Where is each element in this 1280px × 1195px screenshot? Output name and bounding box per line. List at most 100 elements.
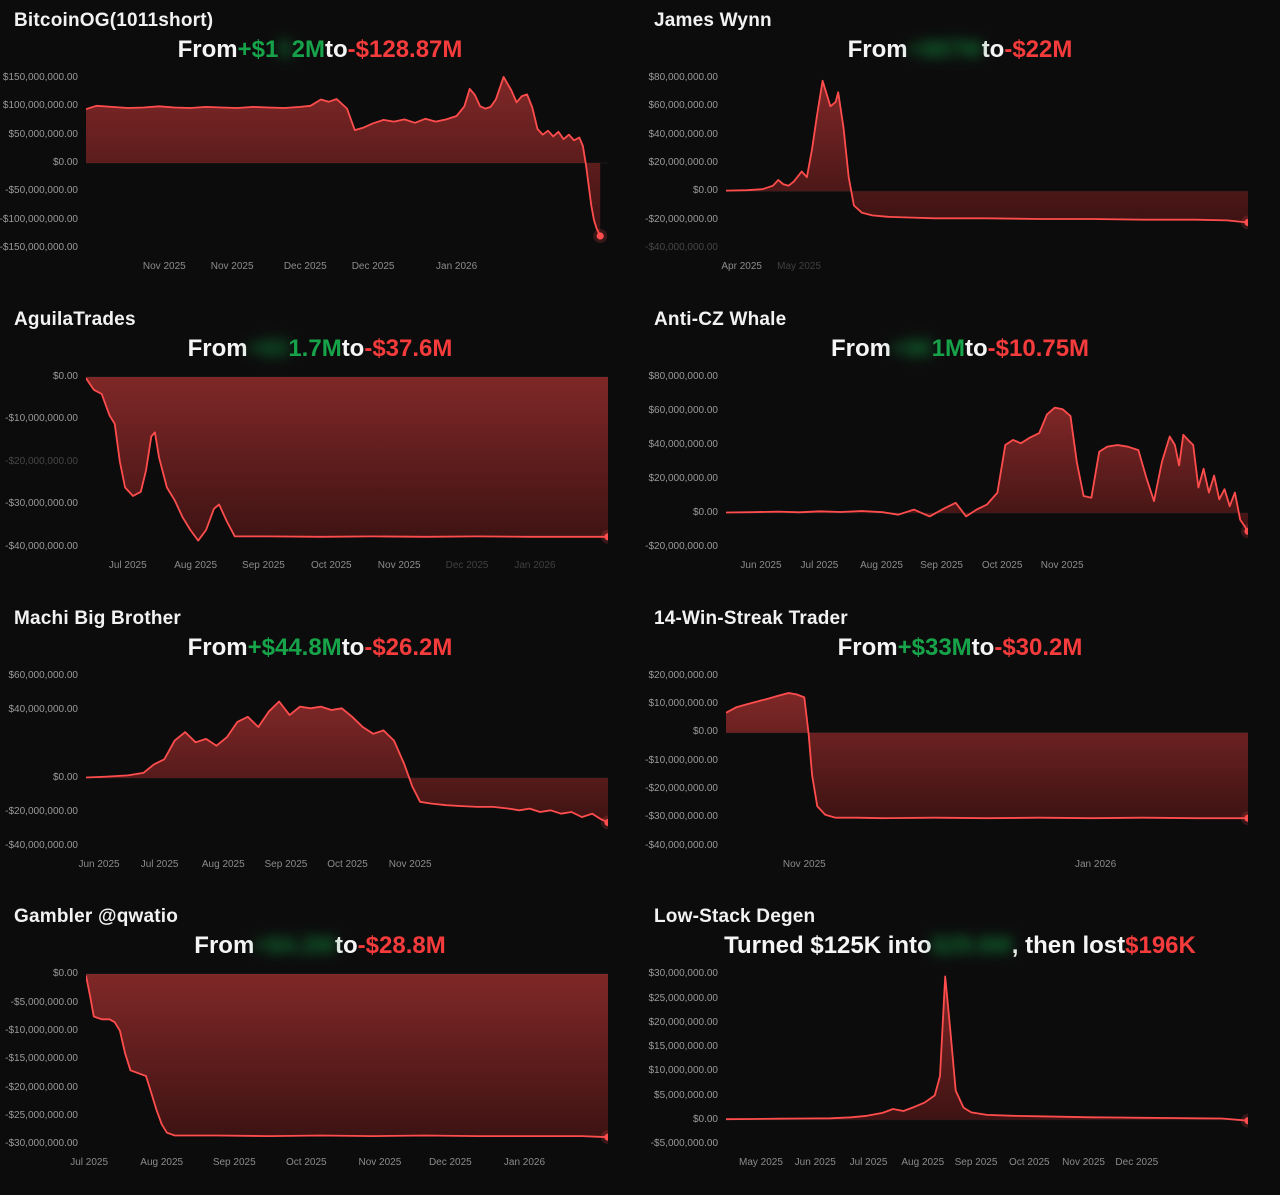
y-tick-label: $40,000,000.00 xyxy=(648,128,718,140)
pnl-headline: From +$61M to -$10.75M xyxy=(640,333,1280,367)
x-tick-label: Nov 2025 xyxy=(210,261,254,272)
x-tick-label: Aug 2025 xyxy=(901,1157,945,1169)
y-tick-label: -$20,000,000.00 xyxy=(645,782,718,794)
x-tick-label: Dec 2025 xyxy=(445,559,489,571)
y-tick-label: $0.00 xyxy=(692,185,718,197)
trader-name: James Wynn xyxy=(654,10,772,31)
headline-loss: -$128.87M xyxy=(347,36,463,63)
headline-plain: to xyxy=(325,36,348,63)
x-tick-label: Jul 2025 xyxy=(849,1157,888,1169)
y-tick-label: $0.00 xyxy=(52,771,78,783)
x-tick-label: Jul 2025 xyxy=(108,559,147,571)
headline-plain: to xyxy=(965,334,988,362)
panel-anti-cz-whale: Anti-CZ Whale From +$61M to -$10.75M $80… xyxy=(640,299,1280,598)
y-tick-label: $30,000,000.00 xyxy=(648,968,718,980)
headline-gain-redacted: +$4.2M xyxy=(254,932,335,960)
y-tick-label: -$150,000,000.00 xyxy=(0,242,78,253)
trader-name: 14-Win-Streak Trader xyxy=(654,607,848,629)
y-tick-label: $10,000,000.00 xyxy=(648,1065,718,1077)
headline-plain: to xyxy=(981,36,1005,63)
headline-loss: -$30.2M xyxy=(994,633,1083,661)
panel-gambler-qwatio: Gambler @qwatio From +$4.2M to -$28.8M $… xyxy=(0,896,640,1195)
headline-plain: From xyxy=(187,334,248,362)
x-tick-label: Jan 2026 xyxy=(1074,858,1117,870)
x-tick-label: Sep 2025 xyxy=(212,1157,256,1169)
x-tick-label: Dec 2025 xyxy=(428,1157,472,1169)
headline-plain: , then lost xyxy=(1011,932,1126,960)
pnl-headline: From +$31.7M to -$37.6M xyxy=(0,333,640,367)
x-tick-label: Oct 2025 xyxy=(327,858,368,870)
x-tick-label: Sep 2025 xyxy=(264,858,308,870)
headline-gain-redacted: $29.6M xyxy=(931,932,1012,960)
y-axis: $0.00 -$10,000,000.00 -$20,000,000.00 -$30,… xyxy=(0,371,86,555)
endpoint-dot xyxy=(604,532,608,541)
y-axis: $0.00 -$5,000,000.00 -$10,000,000.00 -$15,0… xyxy=(0,968,86,1152)
headline-loss: -$28.8M xyxy=(357,932,446,960)
plot-area xyxy=(726,670,1248,854)
pnl-area-fill xyxy=(86,974,608,1138)
y-tick-label: -$10,000,000.00 xyxy=(5,413,78,425)
pnl-area-chart xyxy=(86,376,608,544)
x-axis: Jul 2025 Aug 2025 Sep 2025 Oct 2025 Nov 2025… xyxy=(0,560,640,576)
y-tick-label: $20,000,000.00 xyxy=(648,669,718,681)
chart: $30,000,000.00 $25,000,000.00 $20,000,000.… xyxy=(640,968,1280,1152)
plot-area xyxy=(726,72,1248,256)
chart: $0.00 -$5,000,000.00 -$10,000,000.00 -$15,0… xyxy=(0,968,640,1152)
headline-plain: to xyxy=(335,932,358,960)
pnl-area-chart xyxy=(86,700,608,829)
headline-gain: +$44.8M xyxy=(247,633,342,661)
pnl-area-fill xyxy=(726,80,1248,223)
headline-gain: 1.7M xyxy=(288,334,342,362)
y-tick-label: $0.00 xyxy=(692,1113,718,1125)
headline-loss: $196K xyxy=(1125,932,1196,960)
pnl-line xyxy=(726,975,1248,1122)
pnl-line xyxy=(86,76,602,237)
headline-gain-redacted: +$87M xyxy=(907,36,982,63)
y-tick-label: $60,000,000.00 xyxy=(648,100,718,112)
y-tick-label: -$15,000,000.00 xyxy=(5,1053,78,1065)
pnl-line xyxy=(86,700,608,823)
pnl-area-fill xyxy=(86,701,608,822)
panel-james-wynn: James Wynn From +$87M to -$22M $80,000,0… xyxy=(640,0,1280,299)
pnl-headline: From +$152M to -$128.87M xyxy=(0,34,640,68)
y-tick-label: $60,000,000.00 xyxy=(648,404,718,416)
y-tick-label: $5,000,000.00 xyxy=(654,1089,718,1101)
headline-gain: +$1 xyxy=(237,36,279,63)
endpoint-dot xyxy=(1244,1117,1248,1125)
pnl-area-chart xyxy=(86,973,608,1145)
y-tick-label: $80,000,000.00 xyxy=(648,72,718,83)
panel-bitcoinog: BitcoinOG(1011short) From +$152M to -$12… xyxy=(0,0,640,299)
y-tick-label: $20,000,000.00 xyxy=(648,1016,718,1028)
headline-plain: Turned $125K into xyxy=(724,932,932,960)
y-axis: $20,000,000.00 $10,000,000.00 $0.00 -$10,00… xyxy=(640,670,726,854)
y-tick-label: -$40,000,000.00 xyxy=(645,839,718,851)
panel-aguilatrades: AguilaTrades From +$31.7M to -$37.6M $0.… xyxy=(0,299,640,598)
y-tick-label: $50,000,000.00 xyxy=(8,128,78,140)
pnl-line xyxy=(86,377,608,542)
pnl-line xyxy=(726,406,1248,532)
x-tick-label: Oct 2025 xyxy=(285,1157,327,1169)
y-tick-label: -$50,000,000.00 xyxy=(5,185,78,197)
y-tick-label: -$20,000,000.00 xyxy=(645,213,718,225)
pnl-area-fill xyxy=(726,407,1248,532)
x-tick-label: Apr 2025 xyxy=(721,261,762,272)
headline-loss: -$26.2M xyxy=(364,633,453,661)
headline-gain-redacted: +$6 xyxy=(890,334,932,362)
x-axis: Jun 2025 Jul 2025 Aug 2025 Sep 2025 Oct 2025… xyxy=(0,859,640,875)
headline-plain: From xyxy=(187,633,248,661)
x-axis: Apr 2025 May 2025 xyxy=(640,261,1280,277)
trader-name: Gambler @qwatio xyxy=(14,906,179,928)
y-tick-label: -$10,000,000.00 xyxy=(645,754,718,766)
y-tick-label: $0.00 xyxy=(692,726,718,738)
plot-area xyxy=(86,371,608,555)
x-axis: Nov 2025 Nov 2025 Dec 2025 Dec 2025 Jan 2026 xyxy=(0,261,640,277)
x-tick-label: Dec 2025 xyxy=(283,261,327,272)
y-tick-label: $0.00 xyxy=(692,506,718,518)
x-tick-label: Sep 2025 xyxy=(954,1157,998,1169)
y-tick-label: -$30,000,000.00 xyxy=(5,1138,78,1150)
y-tick-label: $15,000,000.00 xyxy=(648,1041,718,1053)
y-tick-label: $20,000,000.00 xyxy=(648,157,718,168)
x-tick-label: Aug 2025 xyxy=(174,559,218,571)
y-tick-label: $0.00 xyxy=(52,370,78,382)
x-tick-label: May 2025 xyxy=(777,261,822,272)
